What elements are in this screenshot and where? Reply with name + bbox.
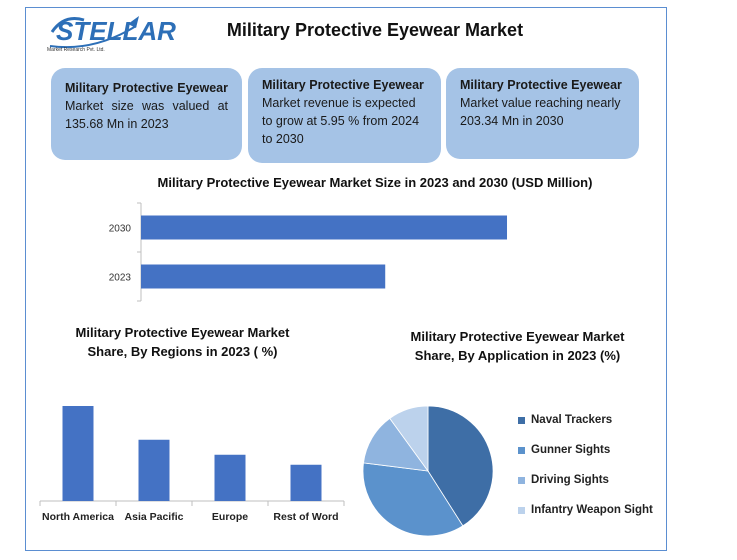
legend-swatch <box>518 446 525 454</box>
legend-item: Infantry Weapon Sight <box>518 495 653 525</box>
summary-card-market-size: Military Protective Eyewear Market size … <box>51 68 242 160</box>
legend-label: Naval Trackers <box>531 414 613 426</box>
pie-legend: Naval Trackers Gunner Sights Driving Sight… <box>518 405 653 525</box>
region-bar <box>214 454 246 501</box>
region-bar <box>290 464 322 501</box>
infographic-frame <box>25 7 667 551</box>
summary-card-forecast: Military Protective Eyewear Market value… <box>446 68 639 159</box>
legend-label: Gunner Sights <box>531 444 611 456</box>
market-size-bar-chart: 2030 2023 <box>109 202 508 302</box>
legend-item: Gunner Sights <box>518 435 653 465</box>
card-heading: Military Protective Eyewear <box>65 81 228 95</box>
region-bar <box>138 439 170 501</box>
card-text: Market value reaching nearly 203.34 Mn i… <box>460 96 621 128</box>
regions-bar-chart: North America Asia Pacific Europe Rest of W… <box>39 406 345 523</box>
pie-slice <box>389 405 429 473</box>
y-tick-label: 2030 <box>109 224 132 235</box>
market-size-bar <box>141 264 386 289</box>
summary-card-growth: Military Protective Eyewear Market reven… <box>248 68 441 163</box>
x-tick-label: North America <box>42 511 114 523</box>
x-tick-label: Rest of Word <box>273 511 338 523</box>
legend-label: Driving Sights <box>531 474 609 486</box>
market-size-chart-title: Military Protective Eyewear Market Size … <box>157 175 593 190</box>
y-tick-label: 2023 <box>109 273 132 284</box>
logo-swoosh-icon <box>49 16 139 49</box>
logo-name: STELLAR <box>56 16 176 46</box>
logo-subtitle: Market Research Pvt. Ltd. <box>47 47 105 53</box>
card-heading: Military Protective Eyewear <box>460 78 622 92</box>
legend-label: Infantry Weapon Sight <box>531 504 653 516</box>
legend-swatch <box>518 506 525 514</box>
legend-item: Driving Sights <box>518 465 653 495</box>
legend-item: Naval Trackers <box>518 405 653 435</box>
stellar-logo: STELLAR Market Research Pvt. Ltd. <box>44 12 176 60</box>
page-title: Military Protective Eyewear Market <box>226 20 524 40</box>
pie-slice <box>362 462 464 537</box>
market-size-bar <box>141 215 508 240</box>
card-text: Market size was valued at 135.68 Mn in 2… <box>65 99 228 131</box>
application-chart-title: Military Protective Eyewear Market Share… <box>410 329 625 363</box>
x-tick-label: Europe <box>212 511 248 523</box>
regions-chart-title: Military Protective Eyewear Market Share… <box>75 325 290 359</box>
application-pie-chart <box>362 405 494 537</box>
card-text: Market revenue is expected to grow at 5.… <box>262 96 420 146</box>
region-bar <box>62 406 94 501</box>
x-tick-label: Asia Pacific <box>125 511 184 523</box>
legend-swatch <box>518 416 525 424</box>
legend-swatch <box>518 476 525 484</box>
card-heading: Military Protective Eyewear <box>262 78 424 92</box>
